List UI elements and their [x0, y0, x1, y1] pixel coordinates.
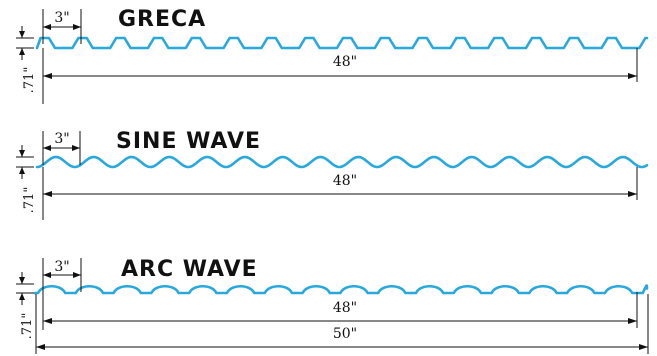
profile-greca-wave — [35, 36, 649, 50]
height-label-sine-wave: .71" — [22, 187, 37, 214]
width-label-greca: 48" — [333, 54, 357, 70]
pitch-dimension-arc-wave: 3" — [42, 258, 82, 292]
height-dimension-arc-wave: .71" — [16, 272, 35, 339]
profile-arc-wave: ARC WAVE 3" .71" 48" — [16, 257, 649, 354]
pitch-label-greca: 3" — [54, 10, 69, 26]
profile-title-greca: GRECA — [118, 7, 206, 32]
profile-title-arc-wave: ARC WAVE — [121, 257, 258, 282]
pitch-label-arc-wave: 3" — [54, 259, 69, 275]
profile-title-sine-wave: SINE WAVE — [116, 129, 261, 154]
height-label-greca: .71" — [22, 67, 37, 94]
height-label-arc-wave: .71" — [20, 313, 35, 340]
width-label-sine-wave: 48" — [333, 173, 357, 189]
width-label-arc-wave-inner: 48" — [333, 300, 357, 316]
width-dimension-greca: 48" — [42, 48, 638, 104]
pitch-dimension-sine-wave: 3" — [42, 131, 81, 165]
pitch-dimension-greca: 3" — [42, 9, 82, 44]
profile-greca: GRECA 3" .71" 48" — [16, 7, 649, 104]
width-dimension-arc-wave-inner: 48" — [42, 292, 638, 330]
width-dimension-sine-wave: 48" — [42, 167, 638, 220]
pitch-label-sine-wave: 3" — [54, 131, 69, 147]
profile-arc-wave-wave — [33, 284, 649, 295]
height-dimension-greca: .71" — [16, 26, 37, 93]
height-dimension-sine-wave: .71" — [16, 145, 37, 213]
profile-sine-wave-wave — [35, 155, 649, 169]
width-dimension-arc-wave-outer: 50" — [35, 294, 649, 354]
profile-sine-wave: SINE WAVE 3" .71" 48" — [16, 129, 649, 220]
width-label-arc-wave-outer: 50" — [333, 326, 357, 342]
